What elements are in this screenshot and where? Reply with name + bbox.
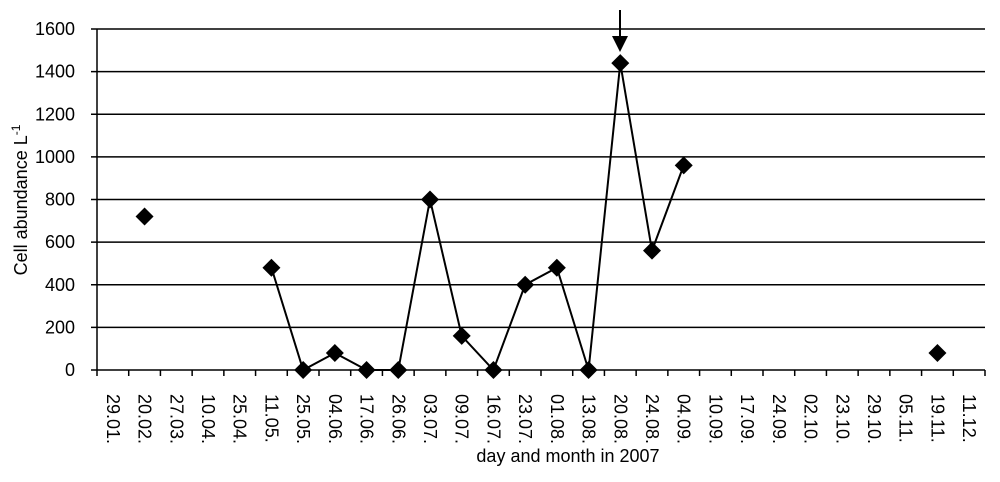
data-point — [294, 361, 313, 379]
data-point — [357, 361, 376, 379]
data-point — [262, 258, 281, 277]
data-point — [389, 361, 408, 379]
data-point — [452, 326, 471, 345]
x-tick-label: 01.08. — [547, 394, 567, 444]
arrow-head — [612, 36, 628, 52]
x-tick-label: 03.07. — [420, 394, 440, 444]
x-tick-label: 27.03. — [166, 394, 186, 444]
x-tick-label: 23.07. — [515, 394, 535, 444]
y-tick-label: 400 — [45, 275, 75, 295]
y-axis-label: Cell abundance L-1 — [9, 124, 31, 275]
data-point — [928, 343, 947, 362]
y-axis-label-sup: -1 — [9, 124, 23, 135]
x-tick-label: 17.09. — [737, 394, 757, 444]
x-tick-label: 24.09. — [769, 394, 789, 444]
y-tick-label: 1600 — [35, 19, 75, 39]
x-tick-label: 24.08. — [642, 394, 662, 444]
y-tick-label: 600 — [45, 232, 75, 252]
y-tick-label: 1400 — [35, 62, 75, 82]
y-tick-label: 0 — [65, 360, 75, 380]
data-point — [643, 241, 661, 260]
data-point — [135, 207, 154, 226]
x-tick-label: 05.11. — [896, 394, 916, 443]
data-point — [325, 343, 344, 362]
data-point — [579, 361, 598, 379]
y-axis-label-text: Cell abundance L — [11, 135, 31, 275]
x-tick-label: 29.10. — [864, 394, 884, 444]
x-tick-label: 16.07. — [483, 394, 503, 444]
x-tick-label: 17.06. — [357, 394, 377, 444]
data-point — [674, 156, 693, 175]
x-tick-label: 20.02. — [135, 394, 155, 444]
x-tick-label: 25.05. — [293, 394, 313, 444]
x-tick-label: 09.07. — [452, 394, 472, 444]
data-point — [547, 258, 566, 277]
x-tick-label: 10.09. — [705, 394, 725, 444]
x-tick-label: 26.06. — [388, 394, 408, 444]
x-tick-label: 25.04. — [230, 394, 250, 444]
x-tick-label: 04.06. — [325, 394, 345, 444]
x-tick-label: 10.04. — [198, 394, 218, 444]
x-tick-label: 23.10. — [832, 394, 852, 444]
y-tick-label: 1200 — [35, 104, 75, 124]
data-point — [611, 54, 630, 73]
data-line — [270, 62, 685, 372]
x-axis-label: day and month in 2007 — [476, 446, 659, 466]
x-tick-label: 13.08. — [579, 394, 599, 444]
y-tick-label: 800 — [45, 190, 75, 210]
x-tick-label: 11.12. — [959, 394, 979, 443]
x-tick-label: 29.01. — [103, 394, 123, 444]
x-tick-label: 20.08. — [610, 394, 630, 444]
x-tick-label: 11.05. — [261, 394, 281, 443]
y-tick-label: 200 — [45, 317, 75, 337]
x-tick-label: 04.09. — [674, 394, 694, 444]
arrow — [612, 10, 628, 52]
x-tick-label: 19.11. — [927, 394, 947, 443]
x-tick-label: 02.10. — [801, 394, 821, 444]
y-tick-label: 1000 — [35, 147, 75, 167]
data-point — [421, 190, 439, 209]
data-point — [516, 275, 535, 294]
data-point — [484, 361, 503, 379]
